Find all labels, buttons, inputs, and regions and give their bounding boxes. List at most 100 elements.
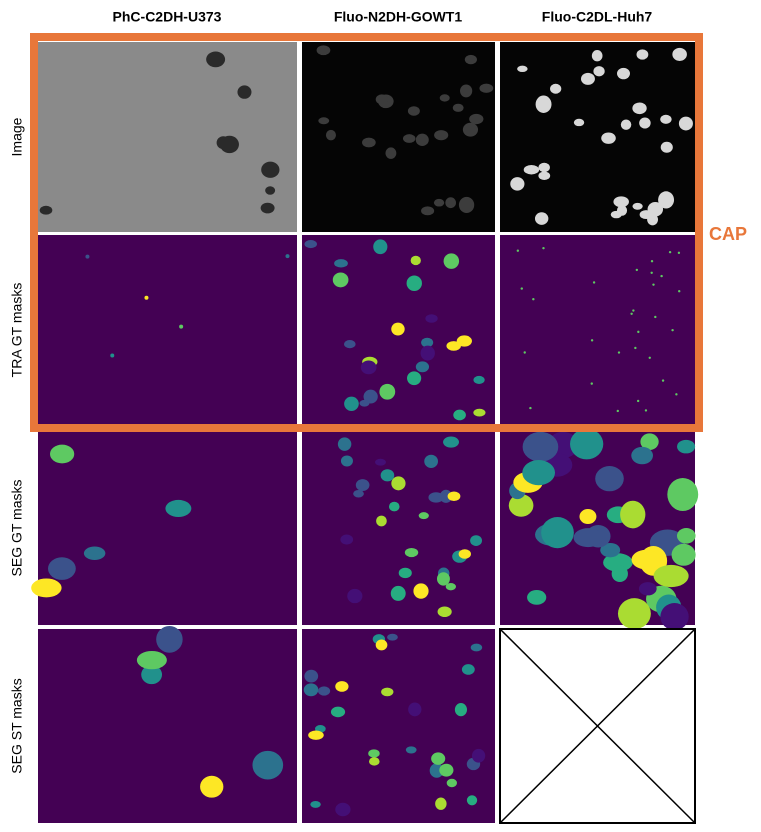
cell-blob	[460, 84, 473, 98]
cell-blob	[458, 549, 471, 559]
cap-label: CAP	[709, 224, 747, 244]
cell-blob	[429, 763, 444, 778]
cell-blob	[458, 196, 475, 214]
cell-blob	[363, 389, 378, 404]
image-cell	[302, 432, 495, 625]
cell-blob	[340, 534, 354, 545]
cell-blob	[439, 94, 450, 102]
cell-blob	[445, 583, 456, 591]
cell-blob	[637, 330, 640, 334]
cell-blob	[617, 67, 630, 80]
cell-blob	[406, 275, 422, 292]
cell-blob	[48, 557, 76, 580]
cell-blob	[538, 162, 550, 173]
cell-blob	[304, 669, 319, 683]
cell-blob	[592, 281, 596, 284]
cell-blob	[362, 137, 376, 148]
cell-blob	[110, 353, 115, 358]
cell-blob	[523, 351, 526, 354]
cell-blob	[672, 47, 687, 61]
cell-blob	[325, 129, 336, 141]
row-label: SEG GT masks	[9, 480, 25, 577]
cell-blob	[398, 567, 412, 579]
cell-blob	[631, 446, 654, 465]
cell-blob	[375, 639, 388, 651]
cell-blob	[534, 212, 549, 225]
cell-blob	[303, 683, 319, 697]
cell-blob	[668, 250, 672, 254]
cell-blob	[638, 582, 657, 596]
cell-blob	[413, 583, 429, 599]
cell-blob	[647, 213, 659, 226]
cell-blob	[391, 322, 405, 336]
cell-blob	[261, 161, 280, 178]
cell-blob	[538, 171, 551, 181]
cell-blob	[434, 130, 449, 141]
cell-blob	[285, 254, 290, 259]
cell-blob	[308, 730, 324, 740]
cell-blob	[677, 439, 696, 454]
cell-blob	[404, 547, 419, 558]
cell-blob	[31, 578, 62, 598]
cell-blob	[579, 509, 597, 525]
cell-blob	[83, 546, 106, 560]
cell-blob	[535, 95, 552, 113]
cell-blob	[344, 396, 359, 411]
cell-blob	[415, 133, 429, 146]
cell-blob	[658, 191, 675, 209]
cell-blob	[316, 45, 331, 56]
cell-background	[38, 235, 297, 425]
cell-blob	[337, 437, 352, 451]
cell-blob	[379, 383, 396, 400]
cell-blob	[332, 272, 349, 288]
cell-blob	[237, 85, 252, 99]
cell-blob	[661, 379, 665, 382]
cell-blob	[479, 83, 494, 93]
cell-blob	[360, 360, 377, 375]
cell-blob	[453, 409, 466, 421]
cell-blob	[424, 454, 439, 468]
cell-blob	[593, 66, 605, 77]
cell-blob	[469, 113, 484, 125]
cell-blob	[635, 268, 639, 272]
cell-blob	[407, 106, 420, 116]
cell-blob	[335, 802, 351, 817]
cell-blob	[636, 399, 640, 403]
cell-blob	[49, 444, 75, 464]
cell-blob	[676, 528, 696, 544]
cell-blob	[590, 339, 594, 342]
cell-blob	[603, 553, 633, 572]
cell-blob	[425, 314, 438, 323]
cell-blob	[620, 119, 632, 130]
image-cell	[31, 432, 297, 625]
cell-blob	[439, 763, 454, 777]
cell-blob	[408, 702, 422, 717]
cell-blob	[523, 164, 540, 175]
cell-blob	[610, 210, 622, 219]
cell-blob	[671, 328, 674, 332]
cell-blob	[368, 749, 380, 758]
column-header: Fluo-C2DL-Huh7	[542, 9, 653, 25]
cell-blob	[385, 147, 397, 159]
cell-blob	[470, 535, 483, 546]
cell-blob	[340, 455, 353, 467]
cell-blob	[405, 746, 417, 754]
image-cell	[302, 235, 495, 425]
cell-blob	[634, 346, 637, 350]
cell-background	[500, 235, 695, 425]
cell-blob	[591, 50, 603, 62]
row-label: TRA GT masks	[9, 283, 25, 378]
cap-frame	[30, 33, 703, 432]
cell-blob	[420, 345, 435, 361]
cell-blob	[435, 797, 447, 810]
cell-blob	[380, 469, 395, 482]
cell-blob	[446, 341, 461, 351]
cell-blob	[415, 361, 430, 373]
cell-blob	[529, 406, 532, 410]
cell-blob	[473, 408, 486, 417]
cell-blob	[454, 703, 468, 717]
cell-blob	[85, 254, 90, 259]
cell-blob	[671, 543, 696, 566]
cell-blob	[631, 549, 661, 570]
